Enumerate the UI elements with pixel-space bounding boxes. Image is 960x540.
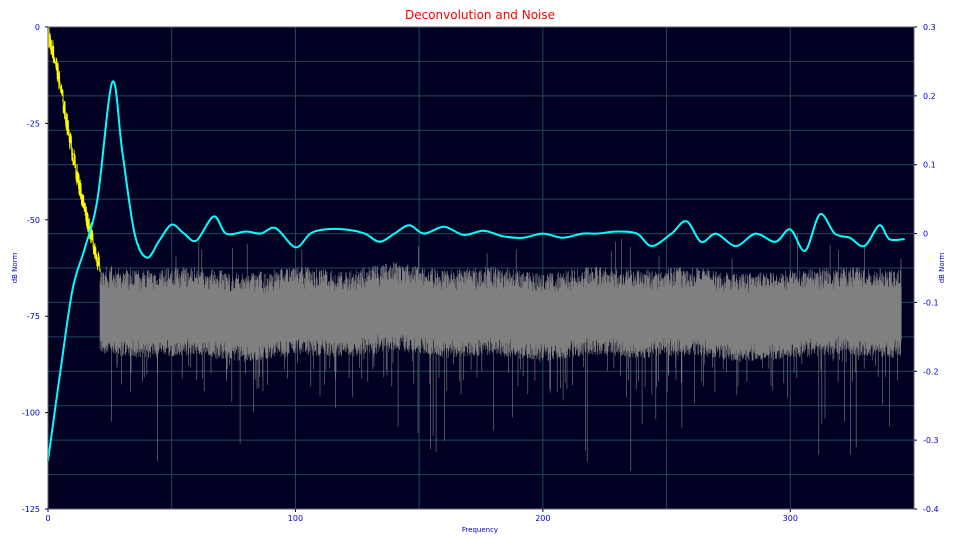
cyan-series-point (715, 232, 717, 235)
plot-frame (47, 26, 915, 510)
line-series (47, 27, 905, 462)
cyan-series-point (636, 232, 638, 235)
yellow-series-point (71, 153, 74, 155)
cyan-series-point (878, 224, 881, 227)
yellow-series-point (81, 199, 84, 202)
x-tick-label: 200 (535, 514, 550, 523)
yellow-series-point (86, 219, 89, 221)
cyan-series-point (309, 232, 312, 235)
y-axis-label-right: dB Norm (938, 253, 946, 284)
cyan-series-point (700, 240, 703, 243)
y-left-tick-label: -75 (27, 312, 40, 321)
yellow-series-point (76, 176, 79, 179)
y-left-tick-label: -25 (27, 119, 40, 128)
cyan-series-point (96, 198, 99, 201)
cyan-series-point (84, 246, 86, 249)
yellow-series-point (91, 238, 94, 240)
cyan-series-point (71, 287, 74, 290)
cyan-series-point (542, 232, 544, 235)
y-axis-label-left: dB Norm (11, 253, 19, 284)
cyan-series-point (274, 227, 277, 230)
cyan-series-point (833, 232, 836, 235)
cyan-series-point (111, 81, 114, 83)
noise-series-line (99, 300, 902, 313)
cyan-series-point (804, 249, 806, 252)
yellow-series-point (62, 99, 64, 102)
cyan-series-point (344, 228, 346, 231)
cyan-series-point (670, 232, 673, 235)
y-right-tick-label: -0.3 (923, 436, 939, 445)
x-tick-label: 300 (783, 514, 798, 523)
yellow-series-point (67, 126, 69, 129)
y-right-tick-label: 0.1 (923, 161, 936, 170)
cyan-series-point (819, 213, 821, 216)
y-right-tick-label: -0.1 (923, 298, 939, 307)
cyan-series-point (482, 229, 485, 232)
y-right-tick-label: -0.2 (923, 367, 939, 376)
cyan-series-point (522, 236, 524, 239)
cyan-series-point (245, 230, 247, 233)
cyan-series-point (561, 236, 564, 239)
cyan-series-point (133, 232, 136, 235)
cyan-series-point (363, 232, 366, 235)
y-right-tick-label: 0.2 (923, 92, 936, 101)
cyan-series-point (158, 239, 161, 242)
cyan-series-point (774, 240, 777, 243)
cyan-series-point (888, 238, 891, 241)
yellow-series-point (96, 257, 99, 260)
cyan-series-point (848, 236, 851, 239)
cyan-series-point (735, 245, 737, 247)
y-left-tick-label: -50 (27, 216, 40, 225)
cyan-series-point (789, 228, 792, 231)
cyan-series-point (443, 225, 445, 228)
cyan-series-point (581, 232, 584, 235)
cyan-series-point (616, 230, 618, 233)
cyan-series-point (183, 232, 186, 235)
x-tick-label: 0 (45, 514, 50, 523)
noise-series (99, 234, 902, 471)
noise-band (99, 234, 902, 471)
cyan-series-point (324, 228, 326, 231)
cyan-series-point (225, 232, 228, 235)
y-right-tick-label: 0 (923, 230, 928, 239)
cyan-series-point (408, 224, 411, 227)
cyan-series-point (212, 215, 215, 218)
y-right-tick-label: 0.3 (923, 23, 936, 32)
cyan-series-point (650, 245, 653, 247)
cyan-series-point (423, 232, 425, 235)
cyan-series-point (685, 220, 688, 223)
cyan-series-point (170, 223, 173, 226)
cyan-series-point (259, 232, 262, 235)
yellow-series-point (52, 49, 54, 51)
cyan-series-point (195, 239, 198, 242)
cyan-series-point (754, 232, 757, 235)
cyan-series-point (294, 246, 297, 249)
tick-labels: 0 100 200 300 0 -25 -50 -75 -100 -125 0.3 0.2 0.1 0 -0… (22, 23, 939, 523)
cyan-series-point (502, 235, 505, 238)
x-tick-label: 100 (288, 514, 303, 523)
grid (48, 27, 914, 509)
cyan-series-point (596, 232, 599, 235)
yellow-series-point (99, 269, 101, 271)
cyan-series-point (393, 232, 396, 235)
cyan-series-point (863, 245, 866, 247)
cyan-series-point (59, 370, 62, 373)
cyan-series-point (903, 238, 905, 241)
y-left-tick-label: 0 (35, 23, 40, 32)
cyan-series-point (378, 240, 381, 243)
cyan-series-point (121, 150, 124, 152)
yellow-series-point (57, 72, 59, 75)
chart-title: Deconvolution and Noise (405, 8, 555, 22)
cyan-series-point (146, 256, 148, 259)
cyan-series-point (462, 234, 465, 236)
y-left-tick-label: -125 (22, 505, 40, 514)
y-left-tick-label: -100 (22, 409, 40, 418)
y-right-tick-label: -0.4 (923, 505, 939, 514)
x-axis-label: Frequency (462, 526, 498, 534)
